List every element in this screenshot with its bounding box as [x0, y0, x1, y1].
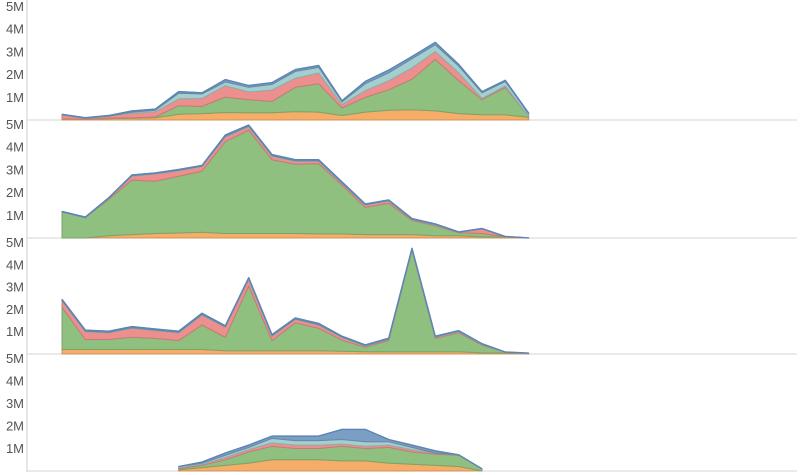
- panel-3-y-tick-label: 2M: [6, 302, 24, 317]
- panel-1-total-line: [61, 41, 530, 119]
- panel-2-y-tick-label: 4M: [6, 140, 24, 155]
- panel-2-y-tick-label: 2M: [6, 185, 24, 200]
- panel-4-y-tick-label: 2M: [6, 419, 24, 434]
- panel-4-y-tick-label: 4M: [6, 374, 24, 389]
- panel-2-y-tick-label: 1M: [6, 208, 24, 223]
- panel-3-y-tick-label: 4M: [6, 257, 24, 272]
- panel-3-y-tick-label: 3M: [6, 280, 24, 295]
- panel-2-total-line: [61, 124, 529, 239]
- panel-3-series-2-area: [61, 249, 530, 354]
- panel-2-series-2-area: [61, 129, 530, 239]
- panel-4-y-tick-label: 5M: [6, 351, 24, 366]
- panel-1-y-tick-label: 1M: [6, 90, 24, 105]
- panel-3-y-tick-label: 1M: [6, 324, 24, 339]
- panel-1-y-tick-label: 5M: [6, 0, 24, 14]
- panel-2-y-tick-label: 3M: [6, 162, 24, 177]
- panel-3-total-line: [61, 247, 529, 354]
- panel-3-y-tick-label: 5M: [6, 235, 24, 250]
- panel-4-y-tick-label: 3M: [6, 396, 24, 411]
- panel-1-y-tick-label: 2M: [6, 67, 24, 82]
- panel-4-total-line: [178, 428, 483, 470]
- panel-1-y-tick-label: 3M: [6, 44, 24, 59]
- panel-1-y-tick-label: 4M: [6, 22, 24, 37]
- panel-4-y-tick-label: 1M: [6, 441, 24, 456]
- panel-2-y-tick-label: 5M: [6, 117, 24, 132]
